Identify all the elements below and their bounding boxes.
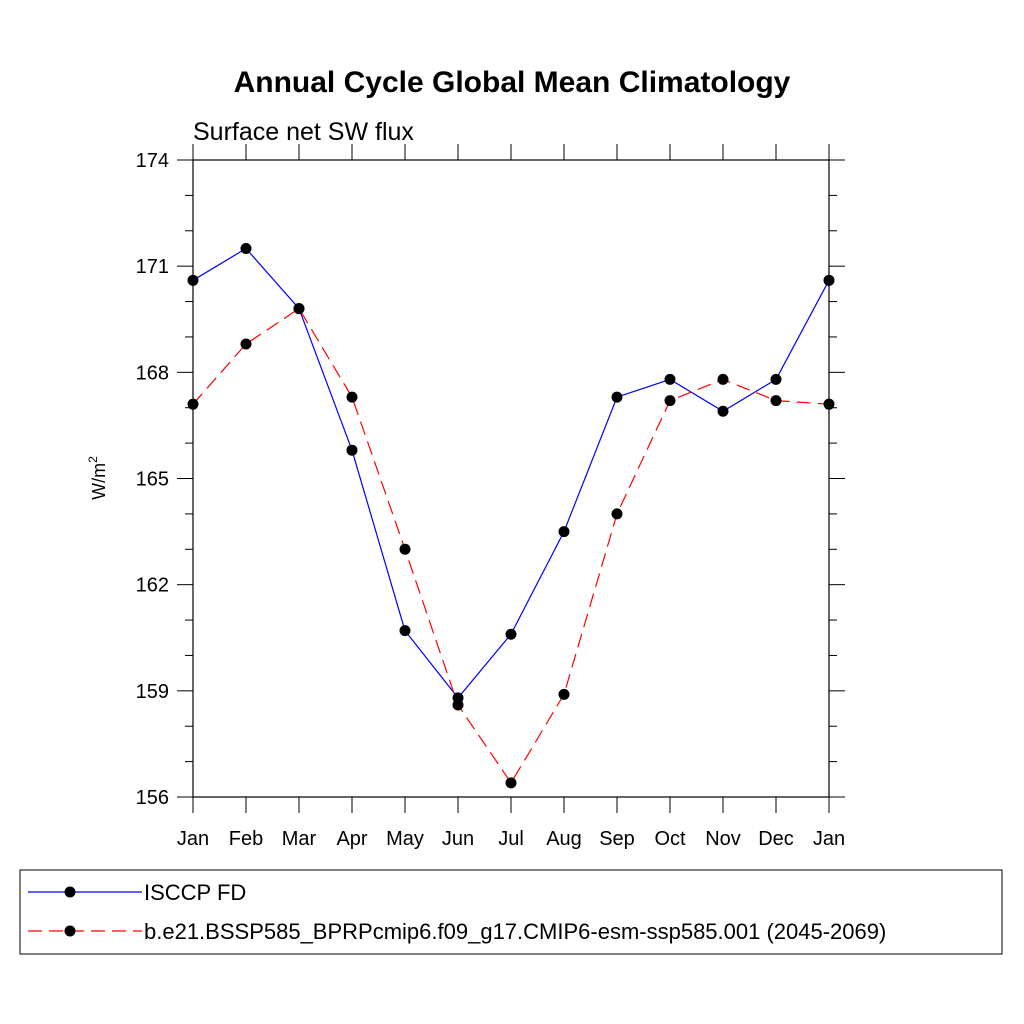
y-tick-label: 171 <box>136 256 169 278</box>
x-axis: Jan Feb Mar Apr May Jun Jul Aug Sep Oct Nov Dec Jan <box>177 144 845 850</box>
series-2-point <box>611 508 623 520</box>
y-axis-label-superscript: 2 <box>86 456 100 463</box>
y-tick-label: 165 <box>136 469 169 491</box>
series-2-point <box>399 543 411 555</box>
x-tick-label: Feb <box>229 828 263 850</box>
series-2-point <box>346 391 358 403</box>
x-tick-label: Apr <box>336 828 367 850</box>
y-tick-label: 168 <box>136 362 169 384</box>
series-layer <box>187 242 835 789</box>
series-1-point <box>558 526 570 538</box>
series-1-point <box>240 242 252 254</box>
series-2-point <box>717 373 729 385</box>
series-1-point <box>664 373 676 385</box>
y-axis-label-base: W/m <box>89 463 109 500</box>
series-2-point <box>505 777 517 789</box>
legend-marker-1 <box>64 886 76 898</box>
x-tick-label: Nov <box>705 828 741 850</box>
y-tick-label: 174 <box>136 150 169 172</box>
series-2-point <box>452 699 464 711</box>
series-1-point <box>399 625 411 637</box>
y-axis: 156 159 162 165 168 171 174 <box>136 150 845 809</box>
x-tick-label: Jan <box>177 828 209 850</box>
series-1-point <box>823 274 835 286</box>
x-tick-label: Dec <box>758 828 794 850</box>
series-1-point <box>717 405 729 417</box>
legend-label-2: b.e21.BSSP585_BPRPcmip6.f09_g17.CMIP6-es… <box>144 919 886 944</box>
series-2-point <box>770 395 782 407</box>
series-1-point <box>505 628 517 640</box>
series-2-point <box>293 303 305 315</box>
legend-box <box>19 869 1003 955</box>
x-tick-label: Sep <box>599 828 635 850</box>
y-tick-label: 159 <box>136 681 169 703</box>
x-tick-label: Aug <box>546 828 582 850</box>
plot-frame <box>192 159 830 798</box>
chart-title: Annual Cycle Global Mean Climatology <box>234 66 791 99</box>
series-1-point <box>770 373 782 385</box>
series-2-point <box>664 395 676 407</box>
series-line-2 <box>192 307 830 784</box>
x-tick-label: Jun <box>442 828 474 850</box>
series-1-point <box>346 444 358 456</box>
x-tick-label: May <box>386 828 424 850</box>
y-tick-label: 162 <box>136 575 169 597</box>
x-tick-label: Oct <box>654 828 686 850</box>
legend: ISCCP FD b.e21.BSSP585_BPRPcmip6.f09_g17.… <box>28 880 886 944</box>
x-tick-label: Jan <box>813 828 845 850</box>
series-2-point <box>240 338 252 350</box>
legend-label-1: ISCCP FD <box>144 880 246 905</box>
series-2-point <box>823 398 835 410</box>
series-2-point <box>558 688 570 700</box>
chart-subtitle: Surface net SW flux <box>193 118 414 146</box>
y-axis-label: W/m2 <box>86 456 109 500</box>
y-tick-label: 156 <box>136 787 169 809</box>
x-tick-label: Mar <box>282 828 317 850</box>
legend-marker-2 <box>64 925 76 937</box>
series-1-point <box>611 391 623 403</box>
x-tick-label: Jul <box>498 828 524 850</box>
series-2-point <box>187 398 199 410</box>
series-1-point <box>187 274 199 286</box>
